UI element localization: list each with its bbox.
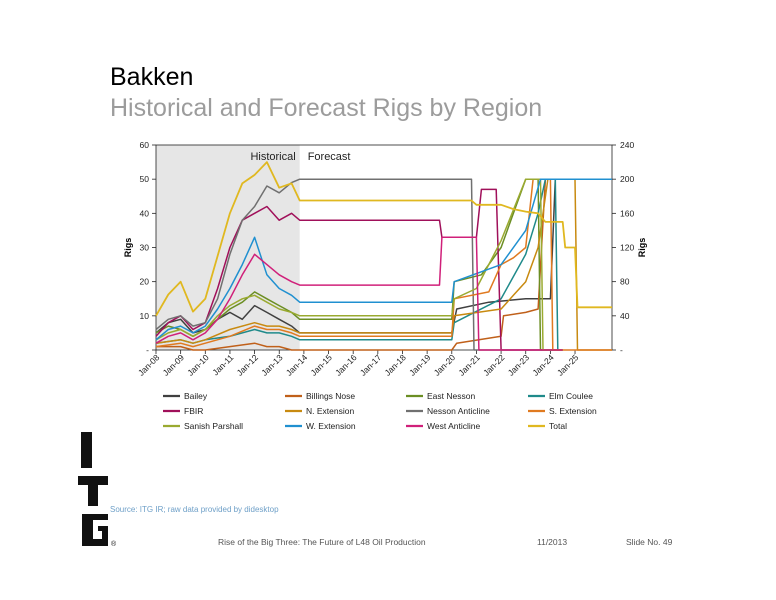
x-tick-label: Jan-19	[407, 352, 433, 378]
y2-tick-label: 120	[620, 243, 634, 253]
y-axis-title: Rigs	[123, 238, 133, 258]
legend-label-s-extension: S. Extension	[549, 406, 597, 416]
x-tick-label: Jan-10	[185, 352, 211, 378]
footer-slide-number: Slide No. 49	[626, 537, 673, 547]
series-line-nesson-anticline	[155, 178, 563, 351]
y-tick-label: 40	[140, 208, 150, 218]
x-tick-label: Jan-13	[259, 352, 285, 378]
y2-tick-label: -	[620, 345, 623, 355]
y-tick-label: 10	[140, 311, 150, 321]
legend-label-nesson-anticline: Nesson Anticline	[427, 406, 490, 416]
legend-label-total: Total	[549, 421, 567, 431]
x-tick-label: Jan-17	[358, 352, 384, 378]
legend-label-w-extension: W. Extension	[306, 421, 356, 431]
forecast-label: Forecast	[308, 151, 351, 163]
y-tick-label: 20	[140, 277, 150, 287]
series-line-s-extension	[155, 178, 612, 351]
y-tick-label: 50	[140, 174, 150, 184]
y-tick-label: 60	[140, 140, 150, 150]
x-tick-label: Jan-14	[284, 352, 310, 378]
x-tick-label: Jan-23	[506, 352, 532, 378]
series-line-billings-nose	[156, 178, 612, 351]
legend-label-west-anticline: West Anticline	[427, 421, 481, 431]
y-tick-label: 30	[140, 243, 150, 253]
x-tick-label: Jan-15	[308, 352, 334, 378]
x-tick-label: Jan-20	[432, 352, 458, 378]
x-tick-label: Jan-18	[382, 352, 408, 378]
series-line-w-extension	[155, 178, 612, 341]
x-tick-label: Jan-12	[235, 352, 261, 378]
series-line-total	[155, 161, 612, 317]
legend-label-n-extension: N. Extension	[306, 406, 354, 416]
series-line-n-extension	[155, 178, 612, 351]
x-tick-label: Jan-24	[530, 352, 556, 378]
y2-tick-label: 80	[620, 277, 630, 287]
series-line-west-anticline	[155, 236, 563, 351]
y2-tick-label: 200	[620, 174, 634, 184]
y-tick-label: -	[146, 345, 149, 355]
y2-axis-title: Rigs	[637, 238, 647, 258]
itg-logo: ®	[78, 432, 117, 548]
series-line-fbir	[155, 188, 563, 351]
legend-label-sanish-parshall: Sanish Parshall	[184, 421, 243, 431]
slide-title: Bakken	[110, 63, 194, 91]
y2-tick-label: 160	[620, 208, 634, 218]
x-tick-label: Jan-08	[136, 352, 162, 378]
x-tick-label: Jan-09	[161, 352, 187, 378]
series-line-sanish-parshall	[155, 178, 563, 351]
y2-tick-label: 40	[620, 311, 630, 321]
legend-label-elm-coulee: Elm Coulee	[549, 391, 593, 401]
footer-date: 11/2013	[537, 537, 568, 547]
y2-tick-label: 240	[620, 140, 634, 150]
svg-text:®: ®	[111, 540, 117, 548]
legend-label-fbir: FBIR	[184, 406, 203, 416]
x-tick-label: Jan-22	[481, 352, 507, 378]
historical-label: Historical	[250, 151, 295, 163]
x-tick-label: Jan-16	[333, 352, 359, 378]
source-note: Source: ITG IR; raw data provided by did…	[110, 505, 279, 514]
footer-title: Rise of the Big Three: The Future of L48…	[218, 537, 426, 547]
x-tick-label: Jan-21	[456, 352, 482, 378]
series-line-bailey	[155, 178, 612, 334]
legend-label-billings-nose: Billings Nose	[306, 391, 355, 401]
x-tick-label: Jan-25	[555, 352, 581, 378]
legend-label-east-nesson: East Nesson	[427, 391, 475, 401]
slide-subtitle: Historical and Forecast Rigs by Region	[110, 94, 543, 122]
legend-label-bailey: Bailey	[184, 391, 208, 401]
x-tick-label: Jan-11	[210, 352, 235, 377]
